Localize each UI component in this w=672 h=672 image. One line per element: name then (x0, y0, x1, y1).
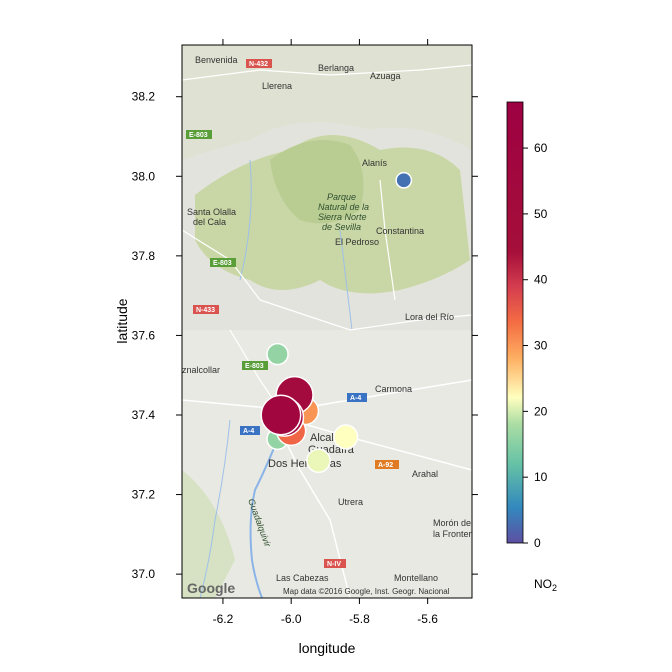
place-label: Utrera (338, 497, 363, 507)
road-shield: N-432 (246, 59, 272, 68)
colorbar-tick-label: 10 (534, 470, 548, 484)
data-point (266, 342, 289, 366)
place-label: Arahal (412, 469, 438, 479)
svg-text:E-803: E-803 (213, 260, 232, 267)
place-label: Alanís (362, 158, 388, 168)
place-label: Lora del Río (405, 312, 454, 322)
park-label: de Sevilla (322, 222, 361, 232)
road-shield: A-4 (347, 393, 367, 402)
place-label: El Pedroso (335, 237, 379, 247)
svg-text:N-432: N-432 (249, 61, 268, 68)
place-label: Benvenida (195, 55, 238, 65)
colorbar (506, 101, 524, 544)
place-label: Constantina (376, 226, 424, 236)
place-label: znalcollar (182, 365, 220, 375)
x-tick-label: -6.0 (281, 612, 302, 626)
svg-text:E-803: E-803 (189, 132, 208, 139)
svg-text:A-4: A-4 (350, 395, 361, 402)
river-guadalquivir (249, 419, 286, 598)
road-shield: N-433 (193, 305, 219, 314)
svg-text:E-803: E-803 (245, 363, 264, 370)
colorbar-tick-label: 0 (534, 536, 541, 550)
svg-text:A-4: A-4 (243, 428, 254, 435)
place-label: Azuaga (370, 71, 401, 81)
y-tick-label: 37.6 (132, 328, 156, 342)
colorbar-tick-label: 40 (534, 273, 548, 287)
road-shield: N-IV (324, 559, 346, 568)
svg-text:A-92: A-92 (378, 462, 393, 469)
plot-frame (181, 44, 473, 599)
colorbar-tick-label: 50 (534, 207, 548, 221)
data-point (395, 171, 413, 189)
place-label: Carmona (375, 384, 412, 394)
park-label: Sierra Norte (318, 212, 367, 222)
x-tick-label: -5.8 (349, 612, 370, 626)
road-shield: A-92 (375, 460, 399, 469)
y-tick-label: 37.0 (132, 567, 156, 581)
park-label: Parque (327, 192, 356, 202)
colorbar-tick-label: 60 (534, 141, 548, 155)
place-label: Llerena (262, 81, 292, 91)
place-label: Santa Olalla (187, 207, 236, 217)
colorbar-title: NO2 (534, 577, 557, 593)
road-shield: E-803 (186, 130, 212, 139)
place-label: Montellano (394, 573, 438, 583)
axes: -6.2 -6.0 -5.8 -5.6 37.0 37.2 37.4 37.6 37.8 38.0… (132, 39, 478, 626)
colorbar-tick-label: 30 (534, 339, 548, 353)
colorbar-ticks: 0 10 20 30 40 50 60 (523, 141, 548, 550)
place-label: del Cala (193, 217, 226, 227)
svg-text:N-433: N-433 (196, 307, 215, 314)
x-tick-label: -6.2 (213, 612, 234, 626)
y-tick-label: 38.2 (132, 90, 156, 104)
y-tick-label: 38.0 (132, 169, 156, 183)
y-tick-label: 37.8 (132, 249, 156, 263)
place-label: Berlanga (318, 63, 354, 73)
data-point (306, 448, 331, 474)
road-shield: E-803 (242, 361, 268, 370)
road-shield: E-803 (210, 258, 236, 267)
data-point (260, 394, 302, 436)
road-shield: A-4 (240, 426, 260, 435)
x-tick-label: -5.6 (417, 612, 438, 626)
place-label: Morón de (433, 518, 471, 528)
data-point (333, 424, 359, 450)
points-layer (260, 171, 413, 474)
y-tick-label: 37.2 (132, 488, 156, 502)
y-axis-label: latitude (114, 298, 130, 343)
basemap: Benvenida Berlanga Azuaga Llerena Alanís… (182, 45, 472, 598)
park-label: Natural de la (318, 202, 369, 212)
place-label: la Fronter (433, 529, 472, 539)
google-logo: Google (187, 580, 235, 596)
x-axis-label: longitude (299, 640, 356, 656)
map-attribution: Map data ©2016 Google, Inst. Geogr. Naci… (283, 587, 450, 596)
colorbar-tick-label: 20 (534, 404, 548, 418)
svg-text:N-IV: N-IV (327, 561, 341, 568)
place-label: Las Cabezas (276, 573, 329, 583)
y-tick-label: 37.4 (132, 408, 156, 422)
